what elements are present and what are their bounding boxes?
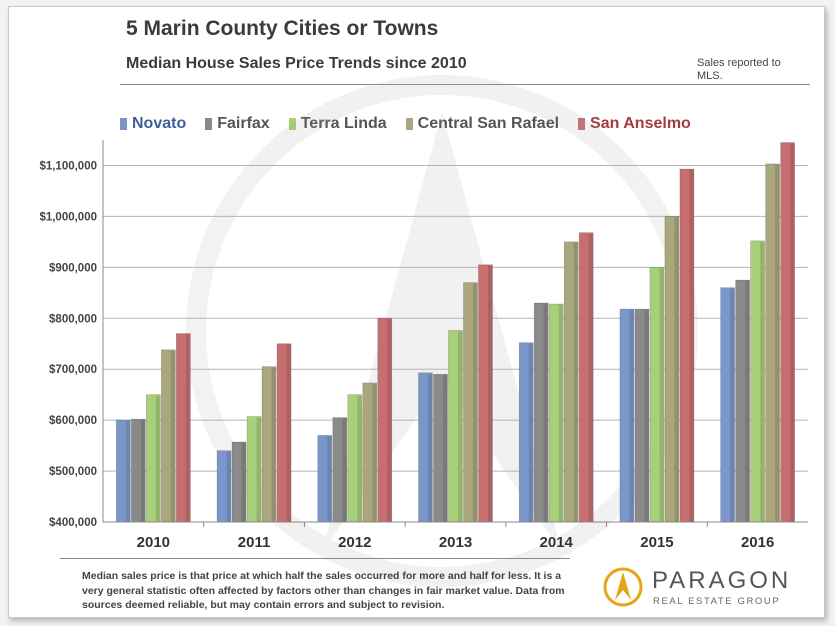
legend-swatch-san-anselmo bbox=[578, 118, 586, 130]
bar-shade-central-san-rafael-2010 bbox=[170, 350, 175, 522]
bar-shade-terra-linda-2011 bbox=[256, 417, 261, 522]
legend-label-central-san-rafael: Central San Rafael bbox=[417, 115, 560, 132]
footer-divider bbox=[60, 558, 570, 559]
bar-shade-novato-2014 bbox=[528, 343, 533, 522]
legend: Novato Fairfax Terra Linda Central San R… bbox=[120, 115, 691, 133]
y-tick-label: $1,000,000 bbox=[39, 211, 97, 223]
legend-item-central-san-rafael: Central San Rafael bbox=[405, 115, 560, 133]
footer-disclaimer: Median sales price is that price at whic… bbox=[82, 570, 565, 611]
bar-shade-san-anselmo-2015 bbox=[689, 170, 694, 523]
brand-tagline: REAL ESTATE GROUP bbox=[653, 596, 781, 607]
bar-shade-novato-2011 bbox=[226, 451, 231, 522]
bar-shade-san-anselmo-2013 bbox=[488, 265, 492, 522]
legend-swatch-novato bbox=[120, 118, 127, 130]
y-tick-label: $600,000 bbox=[49, 415, 97, 427]
bar-shade-terra-linda-2010 bbox=[155, 395, 160, 522]
bar-shade-terra-linda-2016 bbox=[760, 241, 765, 522]
bar-shade-san-anselmo-2014 bbox=[588, 233, 593, 522]
legend-label-terra-linda: Terra Linda bbox=[300, 115, 387, 132]
x-tick-label: 2010 bbox=[137, 534, 170, 551]
bar-shade-san-anselmo-2011 bbox=[286, 344, 291, 522]
bar-shade-san-anselmo-2010 bbox=[185, 334, 190, 522]
legend-item-fairfax: Fairfax bbox=[205, 115, 270, 133]
bar-shade-san-anselmo-2016 bbox=[790, 143, 795, 522]
bar-shade-central-san-rafael-2012 bbox=[372, 383, 377, 522]
y-tick-label: $1,100,000 bbox=[39, 160, 97, 172]
chart-title: 5 Marin County Cities or Towns bbox=[126, 17, 439, 40]
bar-shade-novato-2015 bbox=[629, 310, 634, 522]
bar-shade-central-san-rafael-2011 bbox=[271, 367, 276, 522]
bar-shade-central-san-rafael-2014 bbox=[573, 242, 578, 522]
x-tick-label: 2014 bbox=[540, 534, 574, 551]
bar-shade-terra-linda-2013 bbox=[458, 331, 462, 522]
legend-label-fairfax: Fairfax bbox=[217, 115, 270, 132]
bar-shade-novato-2012 bbox=[327, 436, 332, 522]
bar-shade-terra-linda-2015 bbox=[659, 268, 664, 522]
legend-item-terra-linda: Terra Linda bbox=[288, 115, 387, 133]
bar-shade-fairfax-2012 bbox=[342, 418, 347, 522]
legend-item-novato: Novato bbox=[120, 115, 186, 133]
bar-shade-novato-2010 bbox=[125, 421, 130, 522]
paragon-emblem-icon bbox=[603, 567, 643, 607]
y-tick-label: $400,000 bbox=[49, 517, 97, 529]
bar-shade-fairfax-2016 bbox=[745, 281, 750, 522]
x-tick-label: 2013 bbox=[439, 534, 472, 551]
brand-name: PARAGON bbox=[652, 567, 792, 594]
x-tick-label: 2011 bbox=[238, 534, 271, 551]
y-tick-label: $900,000 bbox=[49, 262, 97, 274]
legend-label-san-anselmo: San Anselmo bbox=[590, 115, 691, 132]
bar-shade-fairfax-2015 bbox=[644, 310, 649, 522]
paragon-logo: PARAGON REAL ESTATE GROUP bbox=[600, 563, 810, 611]
bar-shade-central-san-rafael-2016 bbox=[775, 164, 780, 522]
bar-shade-fairfax-2011 bbox=[241, 443, 246, 522]
bar-shade-central-san-rafael-2015 bbox=[674, 217, 679, 522]
legend-item-san-anselmo: San Anselmo bbox=[578, 115, 691, 133]
x-tick-label: 2012 bbox=[338, 534, 371, 551]
legend-label-novato: Novato bbox=[132, 115, 187, 132]
bar-shade-terra-linda-2014 bbox=[558, 305, 563, 522]
x-tick-label: 2016 bbox=[741, 534, 774, 551]
bar-shade-fairfax-2013 bbox=[443, 375, 447, 522]
header-divider bbox=[120, 84, 810, 85]
chart-subtitle: Median House Sales Price Trends since 20… bbox=[126, 55, 467, 72]
y-tick-label: $500,000 bbox=[49, 466, 97, 478]
legend-swatch-terra-linda bbox=[288, 118, 296, 130]
bar-shade-novato-2016 bbox=[730, 288, 735, 522]
bar-shade-fairfax-2014 bbox=[543, 303, 548, 522]
y-tick-label: $700,000 bbox=[49, 364, 97, 376]
y-tick-label: $800,000 bbox=[49, 313, 97, 325]
source-note: Sales reported to MLS. bbox=[697, 57, 781, 82]
bar-shade-fairfax-2010 bbox=[140, 420, 145, 522]
legend-swatch-central-san-rafael bbox=[405, 118, 413, 130]
x-tick-label: 2015 bbox=[640, 534, 673, 551]
bar-shade-central-san-rafael-2013 bbox=[473, 283, 477, 522]
legend-swatch-fairfax bbox=[205, 118, 213, 130]
bar-shade-san-anselmo-2012 bbox=[387, 319, 392, 522]
bar-shade-terra-linda-2012 bbox=[357, 395, 362, 522]
bar-shade-novato-2013 bbox=[428, 373, 432, 522]
